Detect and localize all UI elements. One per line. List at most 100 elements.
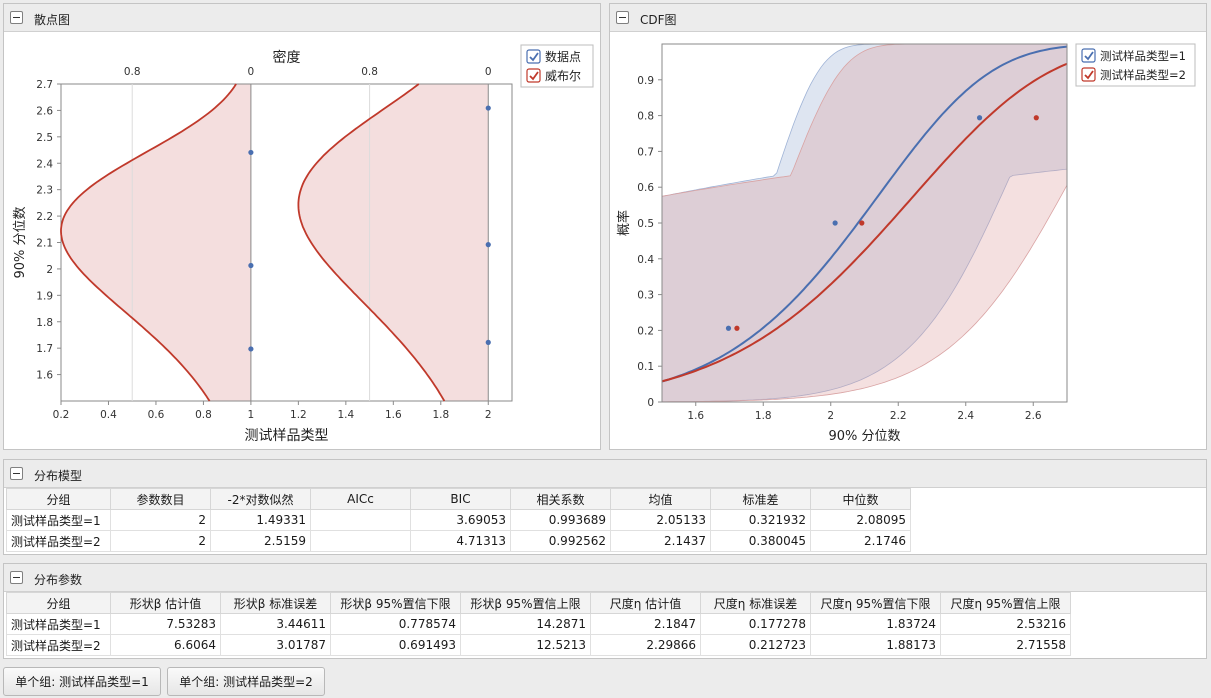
- x2-tick-label: 0.8: [361, 66, 378, 78]
- table-cell: 6.6064: [110, 634, 221, 656]
- cdf-curve-2: [662, 62, 1067, 383]
- y-tick-label: 0.8: [637, 111, 654, 123]
- cdf-plot-area: [662, 44, 1067, 402]
- x-tick-label: 0.4: [100, 409, 117, 421]
- x-tick-label: 2.6: [1025, 410, 1042, 422]
- cdf-point-1: [725, 325, 732, 331]
- cdf-chart: 0 0.1 0.2 0.3 0.4 0.5 0.6 0.7 0.8 0.9 1.6 1.8 2 2.2 2.…: [616, 43, 1196, 444]
- y-tick-label: 2.5: [36, 132, 53, 144]
- column-header[interactable]: 形状β 估计值: [110, 592, 221, 614]
- legend-checkbox: [526, 49, 541, 64]
- table-cell: 7.53283: [110, 613, 221, 635]
- column-header[interactable]: 中位数: [810, 488, 911, 510]
- y-tick-label: 0.1: [637, 361, 654, 373]
- x2-tick-label: 0.8: [124, 66, 141, 78]
- x-axis-title: 测试样品类型: [245, 428, 329, 444]
- scatter-chart: 1.6 1.7 1.8 1.9 2 2.1 2.2 2.3 2.4 2.5 2.6 2.7 0.2 0.4…: [13, 44, 594, 444]
- x-tick-label: 1.8: [755, 410, 772, 422]
- panel-title: 分布参数: [34, 573, 83, 587]
- column-header[interactable]: 均值: [610, 488, 711, 510]
- cdf-curve-1: [662, 45, 1067, 383]
- column-header[interactable]: 相关系数: [510, 488, 611, 510]
- collapse-icon[interactable]: [10, 571, 23, 584]
- model-table: 分组 参数数目 -2*对数似然 AICc BIC 相关系数 均值 标准差 中位数 测试样品类型=1…: [6, 488, 911, 552]
- column-header[interactable]: 尺度η 标准误差: [700, 592, 811, 614]
- table-cell: 2.1847: [590, 613, 701, 635]
- column-header[interactable]: 分组: [6, 488, 111, 510]
- table-cell: 14.2871: [460, 613, 591, 635]
- model-panel: 分布模型 分组 参数数目 -2*对数似然 AICc BIC 相关系数 均值 标准差 中位数 测试样…: [3, 459, 1207, 555]
- column-header[interactable]: 形状β 95%置信下限: [330, 592, 461, 614]
- x2-tick-label: 0: [485, 66, 492, 78]
- table-cell: 2.05133: [610, 509, 711, 531]
- collapse-icon[interactable]: [616, 11, 629, 24]
- table-row[interactable]: 测试样品类型=1 2 1.49331 3.69053 0.993689 2.05133 0.…: [6, 509, 911, 531]
- weibull-curve-2: [297, 83, 446, 402]
- x-tick-label: 2: [485, 409, 492, 421]
- column-header[interactable]: 参数数目: [110, 488, 211, 510]
- legend-checkbox: [1081, 48, 1096, 63]
- y-tick-label: 2.6: [36, 105, 53, 117]
- y-axis-title: 概率: [616, 210, 632, 236]
- table-cell: 2.5159: [210, 530, 311, 552]
- table-cell: 2.1437: [610, 530, 711, 552]
- table-cell: 2: [110, 509, 211, 531]
- y-tick-label: 1.9: [36, 290, 53, 302]
- column-header[interactable]: -2*对数似然: [210, 488, 311, 510]
- panel-title: CDF图: [640, 13, 677, 27]
- table-cell: 测试样品类型=1: [6, 509, 111, 531]
- table-cell: 1.83724: [810, 613, 941, 635]
- table-cell: 0.380045: [710, 530, 811, 552]
- column-header[interactable]: 尺度η 估计值: [590, 592, 701, 614]
- table-cell: 0.177278: [700, 613, 811, 635]
- column-header[interactable]: 标准差: [710, 488, 811, 510]
- collapse-icon[interactable]: [10, 11, 23, 24]
- y-tick-label: 0.5: [637, 218, 654, 230]
- y-tick-label: 0.6: [637, 182, 654, 194]
- table-row[interactable]: 测试样品类型=2 6.6064 3.01787 0.691493 12.5213 2.29…: [6, 634, 1071, 656]
- column-header[interactable]: 形状β 标准误差: [220, 592, 331, 614]
- x-tick-label: 1.8: [432, 409, 449, 421]
- column-header[interactable]: BIC: [410, 488, 511, 510]
- column-header[interactable]: 尺度η 95%置信上限: [940, 592, 1071, 614]
- x-tick-label: 1.2: [290, 409, 307, 421]
- cdf-point-2: [734, 325, 740, 331]
- cdf-point-1: [976, 115, 983, 121]
- table-cell: 4.71313: [410, 530, 511, 552]
- table-cell: 0.993689: [510, 509, 611, 531]
- table-cell: 0.212723: [700, 634, 811, 656]
- table-cell: 测试样品类型=2: [6, 530, 111, 552]
- table-row[interactable]: 测试样品类型=1 7.53283 3.44611 0.778574 14.2871 2.1…: [6, 613, 1071, 635]
- data-point: [485, 105, 491, 111]
- table-header-row: 分组 参数数目 -2*对数似然 AICc BIC 相关系数 均值 标准差 中位数: [6, 488, 911, 510]
- x-tick-label: 2.4: [957, 410, 974, 422]
- collapse-icon[interactable]: [10, 467, 23, 480]
- density-fill-2: [298, 84, 489, 401]
- single-group-2-button[interactable]: 单个组: 测试样品类型=2: [167, 667, 325, 696]
- legend-label: 测试样品类型=2: [1100, 68, 1186, 82]
- column-header[interactable]: 尺度η 95%置信下限: [810, 592, 941, 614]
- data-point: [485, 339, 491, 345]
- y-tick-label: 2.3: [36, 185, 53, 197]
- check-icon: [529, 52, 539, 62]
- column-header[interactable]: 分组: [6, 592, 111, 614]
- table-cell: 0.992562: [510, 530, 611, 552]
- single-group-1-button[interactable]: 单个组: 测试样品类型=1: [3, 667, 161, 696]
- data-point: [248, 262, 254, 269]
- y-tick-label: 0: [647, 397, 654, 409]
- check-icon: [1084, 70, 1094, 80]
- weibull-curve-1: [60, 83, 237, 402]
- x-tick-label: 2: [827, 410, 834, 422]
- cdf-panel-header: CDF图: [610, 4, 1206, 32]
- column-header[interactable]: AICc: [310, 488, 411, 510]
- x-axis-title: 90% 分位数: [828, 429, 900, 444]
- table-cell: 2.1746: [810, 530, 911, 552]
- table-cell: 3.69053: [410, 509, 511, 531]
- data-point: [248, 346, 254, 352]
- x-tick-label: 1.6: [385, 409, 402, 421]
- column-header[interactable]: 形状β 95%置信上限: [460, 592, 591, 614]
- y-tick-label: 0.9: [637, 75, 654, 87]
- table-cell: [310, 509, 411, 531]
- table-row[interactable]: 测试样品类型=2 2 2.5159 4.71313 0.992562 2.1437 0.38…: [6, 530, 911, 552]
- legend-checkbox: [526, 68, 541, 83]
